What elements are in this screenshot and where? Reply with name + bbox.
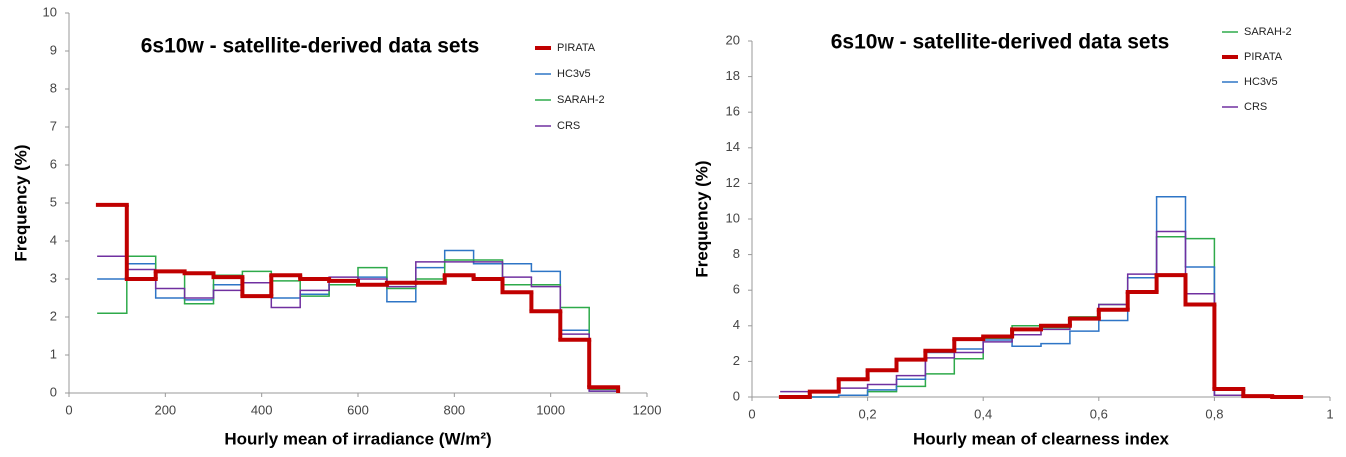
y-tick-label: 8 (50, 80, 57, 95)
legend-label: CRS (1244, 101, 1267, 113)
legend-label: SARAH-2 (1244, 26, 1292, 38)
legend-label: HC3v5 (1244, 76, 1278, 88)
y-tick-label: 4 (733, 317, 740, 332)
y-tick-label: 2 (733, 353, 740, 368)
x-tick-label: 0,4 (974, 406, 992, 421)
x-tick-label: 1200 (633, 402, 662, 417)
y-tick-label: 8 (733, 246, 740, 261)
legend-label: SARAH-2 (557, 94, 605, 106)
y-tick-label: 7 (50, 118, 57, 133)
x-axis-title: Hourly mean of irradiance (W/m²) (224, 429, 491, 448)
y-axis-title: Frequency (%) (692, 160, 711, 277)
y-tick-label: 16 (726, 104, 740, 119)
y-tick-label: 3 (50, 270, 57, 285)
y-tick-label: 12 (726, 175, 740, 190)
y-tick-label: 10 (43, 4, 57, 19)
x-tick-label: 0,2 (859, 406, 877, 421)
x-tick-label: 800 (443, 402, 465, 417)
legend-label: CRS (557, 120, 580, 132)
y-tick-label: 0 (50, 384, 57, 399)
y-axis-title: Frequency (%) (11, 144, 30, 261)
y-tick-label: 4 (50, 232, 57, 247)
legend-label: PIRATA (557, 42, 596, 54)
x-tick-label: 600 (347, 402, 369, 417)
y-tick-label: 14 (726, 139, 740, 154)
x-tick-label: 0,6 (1090, 406, 1108, 421)
y-tick-label: 18 (726, 68, 740, 83)
y-tick-label: 9 (50, 42, 57, 57)
x-axis-title: Hourly mean of clearness index (913, 429, 1170, 448)
y-tick-label: 6 (50, 156, 57, 171)
y-tick-label: 2 (50, 308, 57, 323)
y-tick-label: 0 (733, 388, 740, 403)
x-tick-label: 1000 (536, 402, 565, 417)
x-tick-label: 200 (154, 402, 176, 417)
x-tick-label: 0 (65, 402, 72, 417)
y-tick-label: 5 (50, 194, 57, 209)
legend-label: PIRATA (1244, 51, 1283, 63)
y-tick-label: 20 (726, 32, 740, 47)
legend-label: HC3v5 (557, 68, 591, 80)
y-tick-label: 1 (50, 346, 57, 361)
y-tick-label: 6 (733, 282, 740, 297)
chart-title: 6s10w - satellite-derived data sets (831, 31, 1170, 54)
y-tick-label: 10 (726, 210, 740, 225)
x-tick-label: 1 (1326, 406, 1333, 421)
chart-title: 6s10w - satellite-derived data sets (141, 35, 480, 58)
x-tick-label: 0,8 (1205, 406, 1223, 421)
x-tick-label: 400 (251, 402, 273, 417)
x-tick-label: 0 (748, 406, 755, 421)
